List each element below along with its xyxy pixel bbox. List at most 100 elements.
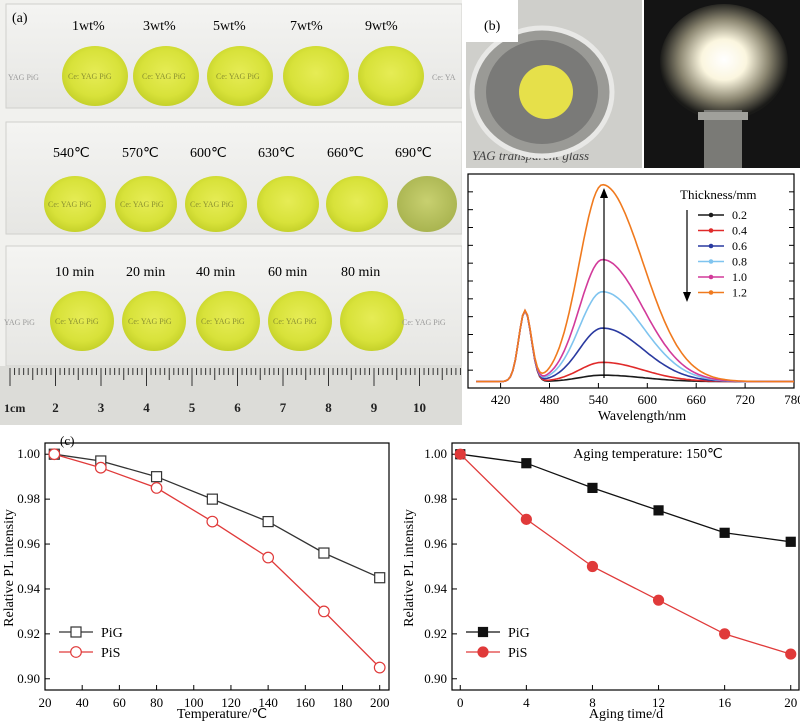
y-tick-label: 0.90 <box>17 671 40 686</box>
phosphor-disc <box>268 291 332 351</box>
legend-label: 0.8 <box>732 255 747 269</box>
ruler-number: 3 <box>98 400 105 415</box>
legend-label: 1.0 <box>732 270 747 284</box>
data-point <box>373 661 386 674</box>
x-axis-label: Temperature/℃ <box>177 707 267 721</box>
phosphor-disc <box>207 46 273 106</box>
data-point <box>586 560 599 573</box>
y-tick-label: 0.98 <box>424 491 447 506</box>
data-point <box>262 515 274 528</box>
y-axis-label: Relative PL intensity <box>2 509 17 627</box>
disc-label: 540℃ <box>53 146 90 161</box>
disc-label: 570℃ <box>122 146 159 161</box>
x-tick-label: 20 <box>784 695 797 710</box>
data-point <box>150 482 163 494</box>
panel-b-label: (b) <box>484 19 501 34</box>
legend-marker <box>708 243 714 249</box>
x-tick-label: 600 <box>638 392 658 407</box>
y-tick-label: 1.00 <box>424 446 447 461</box>
legend-marker <box>708 290 714 295</box>
disc-label: 5wt% <box>213 19 246 34</box>
x-tick-label: 0 <box>457 695 464 710</box>
legend-label: PiS <box>508 646 527 661</box>
svg-text:YAG PiG: YAG PiG <box>4 318 35 327</box>
arrow-head <box>600 188 608 198</box>
disc-label: 20 min <box>126 265 165 280</box>
legend-marker <box>708 212 714 218</box>
data-point <box>652 594 665 606</box>
svg-text:Ce: YAG PiG: Ce: YAG PiG <box>201 317 245 326</box>
x-tick-label: 40 <box>76 695 89 710</box>
y-tick-label: 0.90 <box>424 671 447 686</box>
x-tick-label: 12 <box>652 695 665 710</box>
x-axis-label: Aging time/d <box>589 707 663 721</box>
y-tick-label: 0.96 <box>424 536 447 551</box>
data-point <box>70 626 82 638</box>
svg-text:Ce: YAG PiG: Ce: YAG PiG <box>55 317 99 326</box>
data-point <box>477 626 489 638</box>
data-point <box>785 648 797 660</box>
phosphor-disc <box>358 46 424 106</box>
x-tick-label: 540 <box>589 392 609 407</box>
temperature-chart: (c) 20 40 60 80 100 120 140 160 180 200 0.90 0.92 0.… <box>2 433 390 721</box>
data-point <box>521 458 532 469</box>
x-tick-label: 200 <box>370 695 390 710</box>
phosphor-disc <box>340 291 404 351</box>
panel-b-photos: YAG transparent glass (b) <box>466 0 800 168</box>
x-tick-label: 720 <box>735 392 755 407</box>
ruler-number: 4 <box>143 400 150 415</box>
svg-text:Ce: YAG PiG: Ce: YAG PiG <box>142 72 186 81</box>
phosphor-disc <box>133 46 199 106</box>
ruler-number: 7 <box>280 400 287 415</box>
disc-label: 7wt% <box>290 19 323 34</box>
data-point <box>318 547 330 559</box>
ruler-number: 10 <box>413 400 426 415</box>
phosphor-disc <box>397 176 457 232</box>
ruler-number: 5 <box>189 400 196 415</box>
x-tick-label: 140 <box>258 695 278 710</box>
disc-label: 60 min <box>268 265 307 280</box>
svg-text:Ce: YAG PiG: Ce: YAG PiG <box>128 317 172 326</box>
disc-label: 40 min <box>196 265 235 280</box>
x-axis-label: Wavelength/nm <box>598 409 686 424</box>
y-tick-label: 0.94 <box>424 581 447 596</box>
x-tick-label: 780 <box>784 392 800 407</box>
x-tick-label: 420 <box>491 392 511 407</box>
data-point <box>653 505 664 516</box>
ruler-number: 2 <box>52 400 59 415</box>
legend-marker <box>708 274 714 280</box>
x-tick-label: 100 <box>184 695 204 710</box>
ruler-number: 6 <box>234 400 241 415</box>
phosphor-disc <box>115 176 177 232</box>
spectrum-chart: 420 480 540 600 660 720 780 Thickness/mm 0.2 0.… <box>467 173 800 424</box>
legend-label: 1.2 <box>732 286 747 300</box>
phosphor-chip <box>519 65 573 119</box>
y-axis-label: Relative PL intensity <box>402 509 417 627</box>
legend-label: PiG <box>101 626 123 641</box>
phosphor-disc <box>257 176 319 232</box>
data-point <box>719 628 731 640</box>
svg-text:Ce: YAG PiG: Ce: YAG PiG <box>402 318 446 327</box>
svg-text:Ce: YAG PiG: Ce: YAG PiG <box>68 72 112 81</box>
svg-text:Ce: YAG PiG: Ce: YAG PiG <box>216 72 260 81</box>
data-point <box>70 646 82 658</box>
data-point <box>520 513 532 525</box>
disc-label: 3wt% <box>143 19 176 34</box>
phosphor-disc <box>283 46 349 106</box>
data-point <box>94 461 107 474</box>
series-line <box>476 183 794 383</box>
row-time: 10 min 20 min 40 min 60 min 80 min YAG P… <box>4 265 446 351</box>
y-tick-label: 0.94 <box>17 581 40 596</box>
plot-frame <box>44 442 390 691</box>
row-concentration: 1wt% 3wt% 5wt% 7wt% 9wt% YAG PiG Ce: YA … <box>8 19 456 106</box>
svg-text:Ce: YAG PiG: Ce: YAG PiG <box>190 200 234 209</box>
svg-text:YAG PiG: YAG PiG <box>8 73 39 82</box>
data-point <box>206 493 218 505</box>
svg-text:Ce: YAG PiG: Ce: YAG PiG <box>120 200 164 209</box>
disc-label: 1wt% <box>72 19 105 34</box>
arrow-head <box>683 292 691 302</box>
data-point <box>374 572 386 584</box>
svg-text:Ce: YAG PiG: Ce: YAG PiG <box>48 200 92 209</box>
phosphor-disc <box>50 291 114 351</box>
disc-label: 80 min <box>341 265 380 280</box>
